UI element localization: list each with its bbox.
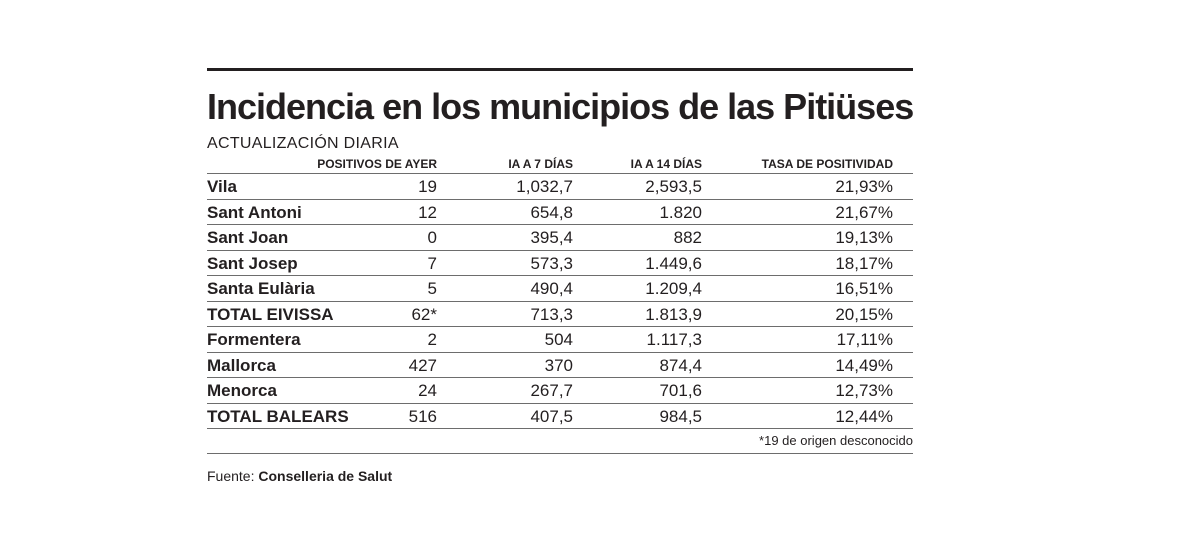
cell-municipality: TOTAL BALEARS	[207, 406, 349, 426]
cell-ia14: 1.813,9	[645, 304, 702, 324]
footnote: *19 de origen desconocido	[759, 433, 913, 448]
cell-ia7: 504	[544, 330, 573, 349]
cell-positivos: 62*	[411, 304, 437, 324]
cell-ia14: 1.209,4	[645, 279, 702, 298]
cell-municipality: Vila	[207, 177, 237, 196]
cell-positivos: 19	[418, 177, 437, 196]
cell-municipality: Formentera	[207, 330, 301, 349]
cell-ia14: 882	[673, 228, 702, 247]
cell-tasa: 21,93%	[835, 177, 893, 196]
cell-positivos: 0	[427, 228, 437, 247]
table-row: Sant Josep 7 573,3 1.449,6 18,17%	[207, 251, 913, 276]
header-ia14: IA A 14 DÍAS	[630, 157, 702, 171]
cell-positivos: 7	[427, 253, 437, 273]
table-row: Santa Eulària 5 490,4 1.209,4 16,51%	[207, 276, 913, 302]
cell-tasa: 12,44%	[835, 406, 893, 426]
cell-ia7: 713,3	[530, 304, 573, 324]
cell-positivos: 5	[427, 279, 437, 298]
cell-municipality: Sant Joan	[207, 228, 289, 247]
cell-ia14: 1.117,3	[646, 330, 702, 349]
table-row: TOTAL EIVISSA 62* 713,3 1.813,9 20,15%	[207, 302, 913, 327]
cell-tasa: 19,13%	[835, 228, 893, 247]
table-subtitle: ACTUALIZACIÓN DIARIA	[207, 135, 399, 152]
cell-ia7: 395,4	[530, 228, 573, 247]
header-ia7: IA A 7 DÍAS	[508, 157, 573, 171]
cell-ia14: 2,593,5	[645, 177, 702, 196]
table-row: Sant Antoni 12 654,8 1.820 21,67%	[207, 200, 913, 225]
incidence-table-card: Incidencia en los municipios de las Piti…	[207, 68, 914, 484]
cell-ia7: 370	[544, 355, 573, 375]
table-title: Incidencia en los municipios de las Piti…	[207, 86, 914, 127]
cell-ia14: 1.449,6	[645, 253, 702, 273]
cell-municipality: Sant Antoni	[207, 202, 302, 222]
cell-ia14: 874,4	[659, 355, 702, 375]
cell-ia7: 490,4	[530, 279, 573, 298]
cell-positivos: 427	[408, 355, 437, 375]
table-body: Vila 19 1,032,7 2,593,5 21,93% Sant Antoni 12 6…	[207, 173, 913, 429]
cell-ia7: 407,5	[530, 406, 573, 426]
cell-ia7: 267,7	[530, 381, 573, 400]
cell-tasa: 18,17%	[835, 253, 893, 273]
cell-tasa: 21,67%	[835, 202, 893, 222]
cell-ia7: 654,8	[530, 202, 573, 222]
header-tasa: TASA DE POSITIVIDAD	[761, 157, 893, 171]
cell-positivos: 516	[408, 406, 437, 426]
cell-positivos: 12	[418, 202, 437, 222]
cell-positivos: 2	[427, 330, 437, 349]
top-rule	[207, 68, 913, 71]
cell-ia7: 573,3	[530, 253, 573, 273]
data-table: POSITIVOS DE AYER IA A 7 DÍAS IA A 14 DÍ…	[207, 155, 913, 454]
cell-tasa: 14,49%	[835, 355, 893, 375]
cell-municipality: Santa Eulària	[207, 279, 315, 298]
cell-tasa: 16,51%	[835, 279, 893, 298]
cell-positivos: 24	[418, 381, 437, 400]
table-row: Vila 19 1,032,7 2,593,5 21,93%	[207, 173, 913, 200]
cell-ia7: 1,032,7	[516, 177, 573, 196]
cell-municipality: Mallorca	[207, 355, 276, 375]
table-row: Formentera 2 504 1.117,3 17,11%	[207, 327, 913, 353]
cell-ia14: 984,5	[659, 406, 702, 426]
cell-tasa: 17,11%	[836, 330, 893, 349]
cell-municipality: Sant Josep	[207, 253, 298, 273]
cell-tasa: 12,73%	[835, 381, 893, 400]
table-row: TOTAL BALEARS 516 407,5 984,5 12,44%	[207, 404, 913, 429]
table-row: Sant Joan 0 395,4 882 19,13%	[207, 225, 913, 251]
source-label: Fuente:	[207, 468, 255, 484]
cell-municipality: Menorca	[207, 381, 277, 400]
cell-ia14: 701,6	[659, 381, 702, 400]
header-positivos: POSITIVOS DE AYER	[317, 157, 437, 171]
table-header: POSITIVOS DE AYER IA A 7 DÍAS IA A 14 DÍ…	[207, 155, 913, 173]
cell-ia14: 1.820	[659, 202, 702, 222]
source-name: Conselleria de Salut	[258, 468, 393, 484]
cell-tasa: 20,15%	[835, 304, 893, 324]
source-line: Fuente: Conselleria de Salut	[207, 468, 913, 484]
table-row: Mallorca 427 370 874,4 14,49%	[207, 353, 913, 378]
table-row: Menorca 24 267,7 701,6 12,73%	[207, 378, 913, 404]
cell-municipality: TOTAL EIVISSA	[207, 304, 334, 324]
footnote-row: *19 de origen desconocido	[207, 429, 913, 454]
